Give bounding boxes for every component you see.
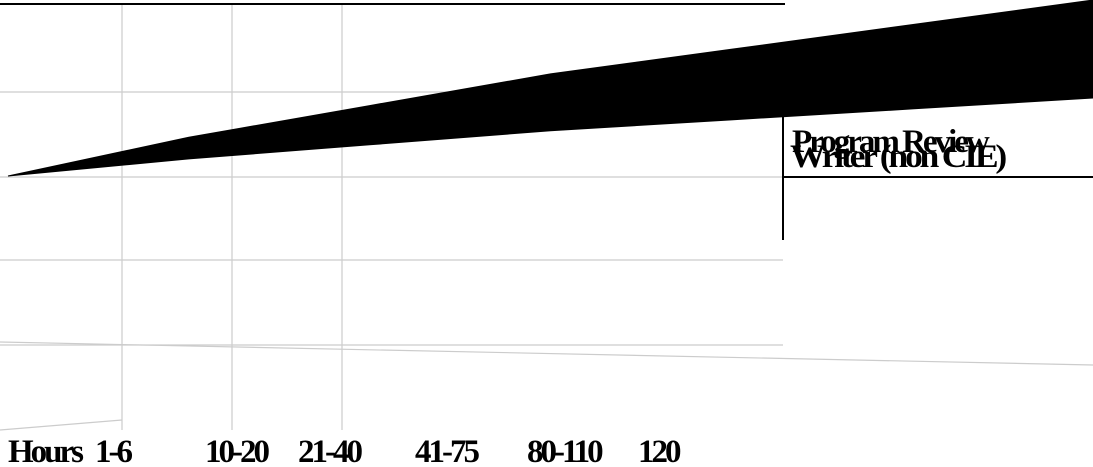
legend-label-line1: Program Review (792, 124, 990, 160)
x-tick-label: 1-6 (95, 434, 132, 467)
gridline-horizontal (0, 341, 1093, 366)
x-tick-label: 41-75 (415, 434, 479, 467)
x-tick-label: Hours (8, 434, 84, 467)
x-tick-label: 80-110 (527, 434, 603, 467)
baseline (0, 419, 123, 431)
series-area (7, 0, 1093, 177)
legend-label-line2: Writer (non CIE) (790, 139, 1006, 175)
legend: Program Review Writer (non CIE) (782, 60, 1093, 240)
gridlines (0, 5, 1093, 430)
series-layer (7, 0, 1093, 177)
chart-frame (0, 3, 785, 431)
x-tick-label: 21-40 (298, 434, 362, 467)
x-tick-labels: Hours 1-6 10-20 21-40 41-75 80-110 120 (8, 434, 684, 467)
x-tick-label: 10-20 (205, 434, 269, 467)
x-tick-label: 120 (638, 434, 681, 467)
